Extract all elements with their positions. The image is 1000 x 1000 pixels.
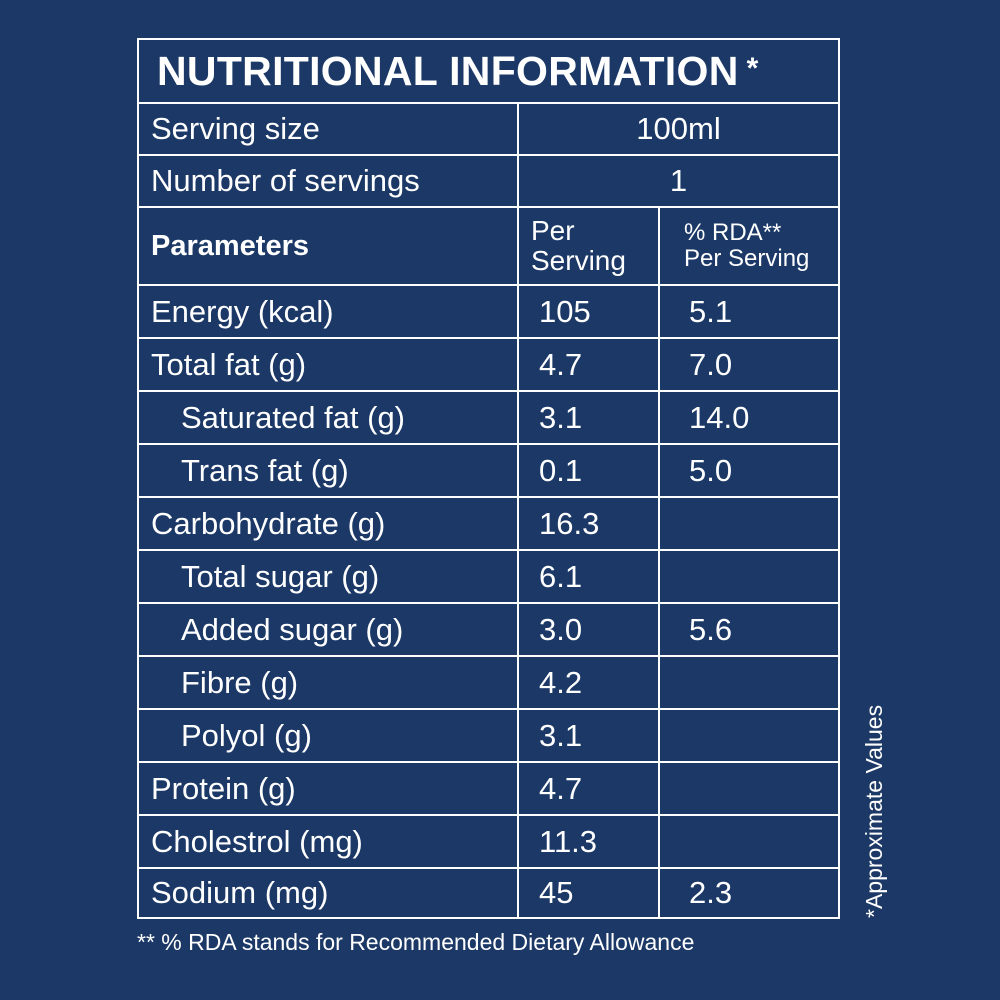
rda-header-line2: Per Serving bbox=[684, 245, 810, 272]
rda-header: % RDA** Per Serving bbox=[658, 208, 838, 284]
row-per-serving: 105 bbox=[517, 286, 658, 337]
rda-footnote: ** % RDA stands for Recommended Dietary … bbox=[137, 929, 695, 955]
row-rda: 2.3 bbox=[658, 869, 838, 917]
table-row: Saturated fat (g) 3.1 14.0 bbox=[139, 392, 838, 445]
row-per-serving: 11.3 bbox=[517, 816, 658, 867]
table-row: Polyol (g) 3.1 bbox=[139, 710, 838, 763]
serving-size-label: Serving size bbox=[151, 111, 320, 146]
row-rda bbox=[658, 763, 838, 814]
row-per-serving: 4.7 bbox=[517, 763, 658, 814]
row-rda: 5.1 bbox=[658, 286, 838, 337]
row-per-serving: 16.3 bbox=[517, 498, 658, 549]
table-row: Sodium (mg) 45 2.3 bbox=[139, 869, 838, 917]
servings-value: 1 bbox=[517, 156, 838, 206]
row-rda: 5.6 bbox=[658, 604, 838, 655]
title-asterisk: * bbox=[746, 52, 759, 85]
rda-header-line1: % RDA** bbox=[684, 219, 782, 247]
table-title: NUTRITIONAL INFORMATION bbox=[157, 47, 739, 94]
table-row: Protein (g) 4.7 bbox=[139, 763, 838, 816]
row-per-serving: 3.1 bbox=[517, 710, 658, 761]
per-serving-header-line2: Serving bbox=[531, 245, 626, 276]
nutrition-table: NUTRITIONAL INFORMATION * Serving size 1… bbox=[137, 38, 840, 919]
row-rda: 5.0 bbox=[658, 445, 838, 496]
row-label: Energy (kcal) bbox=[151, 293, 334, 329]
row-label: Cholestrol (mg) bbox=[151, 823, 363, 859]
row-rda bbox=[658, 710, 838, 761]
row-rda bbox=[658, 498, 838, 549]
table-row: Total fat (g) 4.7 7.0 bbox=[139, 339, 838, 392]
row-label: Fibre (g) bbox=[181, 664, 299, 700]
table-row: Fibre (g) 4.2 bbox=[139, 657, 838, 710]
table-row: Carbohydrate (g) 16.3 bbox=[139, 498, 838, 551]
row-label: Carbohydrate (g) bbox=[151, 505, 386, 541]
row-rda: 7.0 bbox=[658, 339, 838, 390]
table-row: Trans fat (g) 0.1 5.0 bbox=[139, 445, 838, 498]
header-row: Parameters Per Serving % RDA** Per Servi… bbox=[139, 208, 838, 286]
row-per-serving: 4.7 bbox=[517, 339, 658, 390]
row-label: Sodium (mg) bbox=[151, 875, 329, 910]
table-title-cell: NUTRITIONAL INFORMATION * bbox=[139, 40, 838, 102]
per-serving-header-line1: Per bbox=[531, 214, 575, 246]
table-row: Energy (kcal) 105 5.1 bbox=[139, 286, 838, 339]
row-label: Total fat (g) bbox=[151, 346, 307, 382]
approximate-values-note: *Approximate Values bbox=[861, 704, 887, 918]
row-per-serving: 45 bbox=[517, 869, 658, 917]
row-label: Polyol (g) bbox=[181, 717, 312, 753]
row-label: Saturated fat (g) bbox=[181, 399, 406, 435]
row-label: Total sugar (g) bbox=[181, 558, 380, 594]
row-per-serving: 0.1 bbox=[517, 445, 658, 496]
parameters-header: Parameters bbox=[151, 229, 309, 262]
table-row: Added sugar (g) 3.0 5.6 bbox=[139, 604, 838, 657]
title-row: NUTRITIONAL INFORMATION * bbox=[139, 40, 838, 104]
serving-size-value: 100ml bbox=[517, 104, 838, 154]
row-rda bbox=[658, 657, 838, 708]
serving-size-row: Serving size 100ml bbox=[139, 104, 838, 156]
row-label: Trans fat (g) bbox=[181, 452, 349, 488]
row-per-serving: 4.2 bbox=[517, 657, 658, 708]
row-per-serving: 3.0 bbox=[517, 604, 658, 655]
row-rda bbox=[658, 551, 838, 602]
row-rda: 14.0 bbox=[658, 392, 838, 443]
row-per-serving: 3.1 bbox=[517, 392, 658, 443]
row-per-serving: 6.1 bbox=[517, 551, 658, 602]
per-serving-header: Per Serving bbox=[517, 208, 658, 284]
table-row: Total sugar (g) 6.1 bbox=[139, 551, 838, 604]
servings-row: Number of servings 1 bbox=[139, 156, 838, 208]
servings-label: Number of servings bbox=[151, 163, 420, 198]
row-rda bbox=[658, 816, 838, 867]
row-label: Added sugar (g) bbox=[181, 611, 404, 647]
table-row: Cholestrol (mg) 11.3 bbox=[139, 816, 838, 869]
row-label: Protein (g) bbox=[151, 770, 296, 806]
